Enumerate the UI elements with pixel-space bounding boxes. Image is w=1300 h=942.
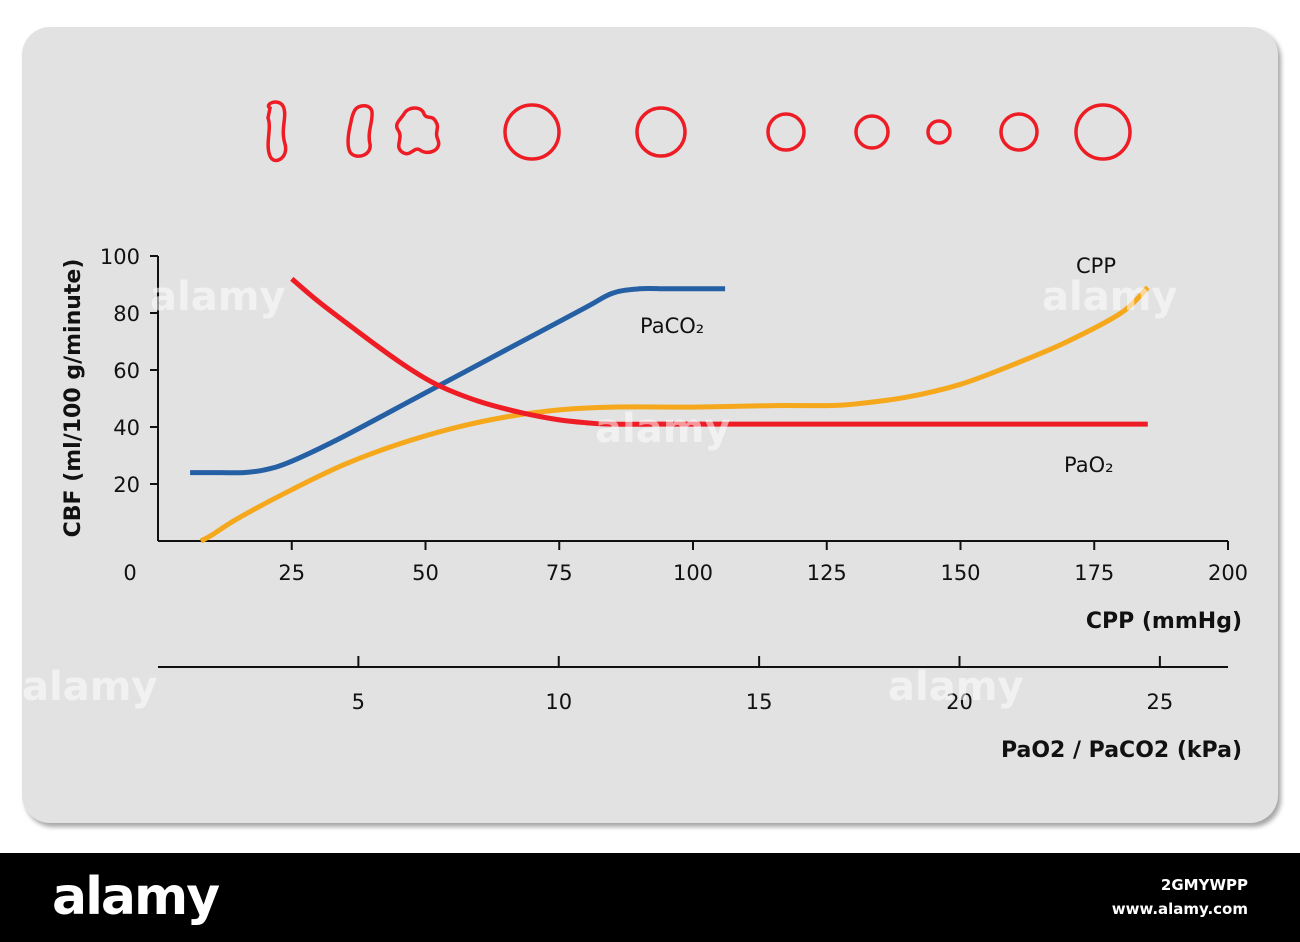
watermark-text: alamy: [1042, 274, 1177, 320]
pupil-circle-icon: [766, 112, 806, 152]
pupil-circle-icon: [1074, 103, 1132, 161]
y-tick-label: 80: [113, 302, 140, 326]
footer-bar: alamy 2GMYWPP www.alamy.com: [0, 853, 1300, 942]
x-tick-label: 175: [1074, 561, 1114, 585]
y-tick-label: 20: [113, 473, 140, 497]
watermark-text: alamy: [22, 664, 157, 710]
x-tick-label: 75: [546, 561, 573, 585]
cerebral-blood-flow-chart: 20 40 60 80 100 0 25 50 75 100 125 150 175 200 5 10 15…: [22, 100, 1248, 763]
y-axis-title: CBF (ml/100 g/minute): [61, 259, 86, 538]
series-label-cpp: CPP: [1076, 254, 1116, 278]
y-tick-label: 60: [113, 359, 140, 383]
pupil-irregular-icon: [394, 106, 441, 156]
x2-axis-ticks: 5 10 15 20 25: [352, 656, 1174, 714]
pupil-circle-icon: [854, 114, 890, 150]
image-id: 2GMYWPP: [1160, 876, 1248, 894]
watermark-text: alamy: [150, 274, 285, 320]
footer-image-info: 2GMYWPP www.alamy.com: [1112, 873, 1248, 921]
y-axis-ticks: 20 40 60 80 100: [100, 245, 158, 497]
watermark-text: alamy: [595, 406, 730, 452]
x2-axis-title: PaO2 / PaCO2 (kPa): [1001, 738, 1242, 763]
watermarks: alamy alamy alamy alamy alamy: [22, 274, 1177, 710]
series-line-paco2: [190, 285, 726, 476]
series-label-pao2: PaO₂: [1064, 453, 1114, 477]
footer-logo: alamy: [52, 867, 220, 927]
series-label-paco2: PaCO₂: [640, 314, 704, 338]
x-tick-label: 100: [673, 561, 713, 585]
pupil-size-row: [266, 100, 1132, 163]
pupil-circle-icon: [503, 103, 561, 161]
series-line-cpp: [199, 285, 1150, 544]
x2-tick-label: 5: [352, 690, 365, 714]
series-line-pao2: [290, 276, 1148, 427]
y-tick-label: 40: [113, 416, 140, 440]
x2-tick-label: 10: [545, 690, 572, 714]
x2-tick-label: 25: [1147, 690, 1174, 714]
x2-tick-label: 20: [946, 690, 973, 714]
y-tick-label: 100: [100, 245, 140, 269]
x-axis-title: CPP (mmHg): [1086, 609, 1242, 634]
pupil-slit-icon: [266, 100, 288, 163]
x-axis-ticks: 0 25 50 75 100 125 150 175 200: [123, 541, 1248, 585]
site-url: www.alamy.com: [1111, 900, 1248, 918]
pupil-circle-icon: [999, 112, 1039, 152]
x-tick-label: 125: [807, 561, 847, 585]
x-tick-label: 150: [940, 561, 980, 585]
pupil-blob-icon: [346, 104, 374, 158]
pupil-circle-icon: [926, 119, 952, 145]
pupil-circle-icon: [635, 106, 687, 158]
chart-series: [190, 276, 1150, 544]
x-tick-label: 50: [412, 561, 439, 585]
watermark-text: alamy: [888, 664, 1023, 710]
series-labels: PaCO₂ PaO₂ CPP: [640, 254, 1116, 477]
x-tick-label: 0: [123, 561, 136, 585]
x-tick-label: 200: [1208, 561, 1248, 585]
x-tick-label: 25: [278, 561, 305, 585]
x2-tick-label: 15: [746, 690, 773, 714]
